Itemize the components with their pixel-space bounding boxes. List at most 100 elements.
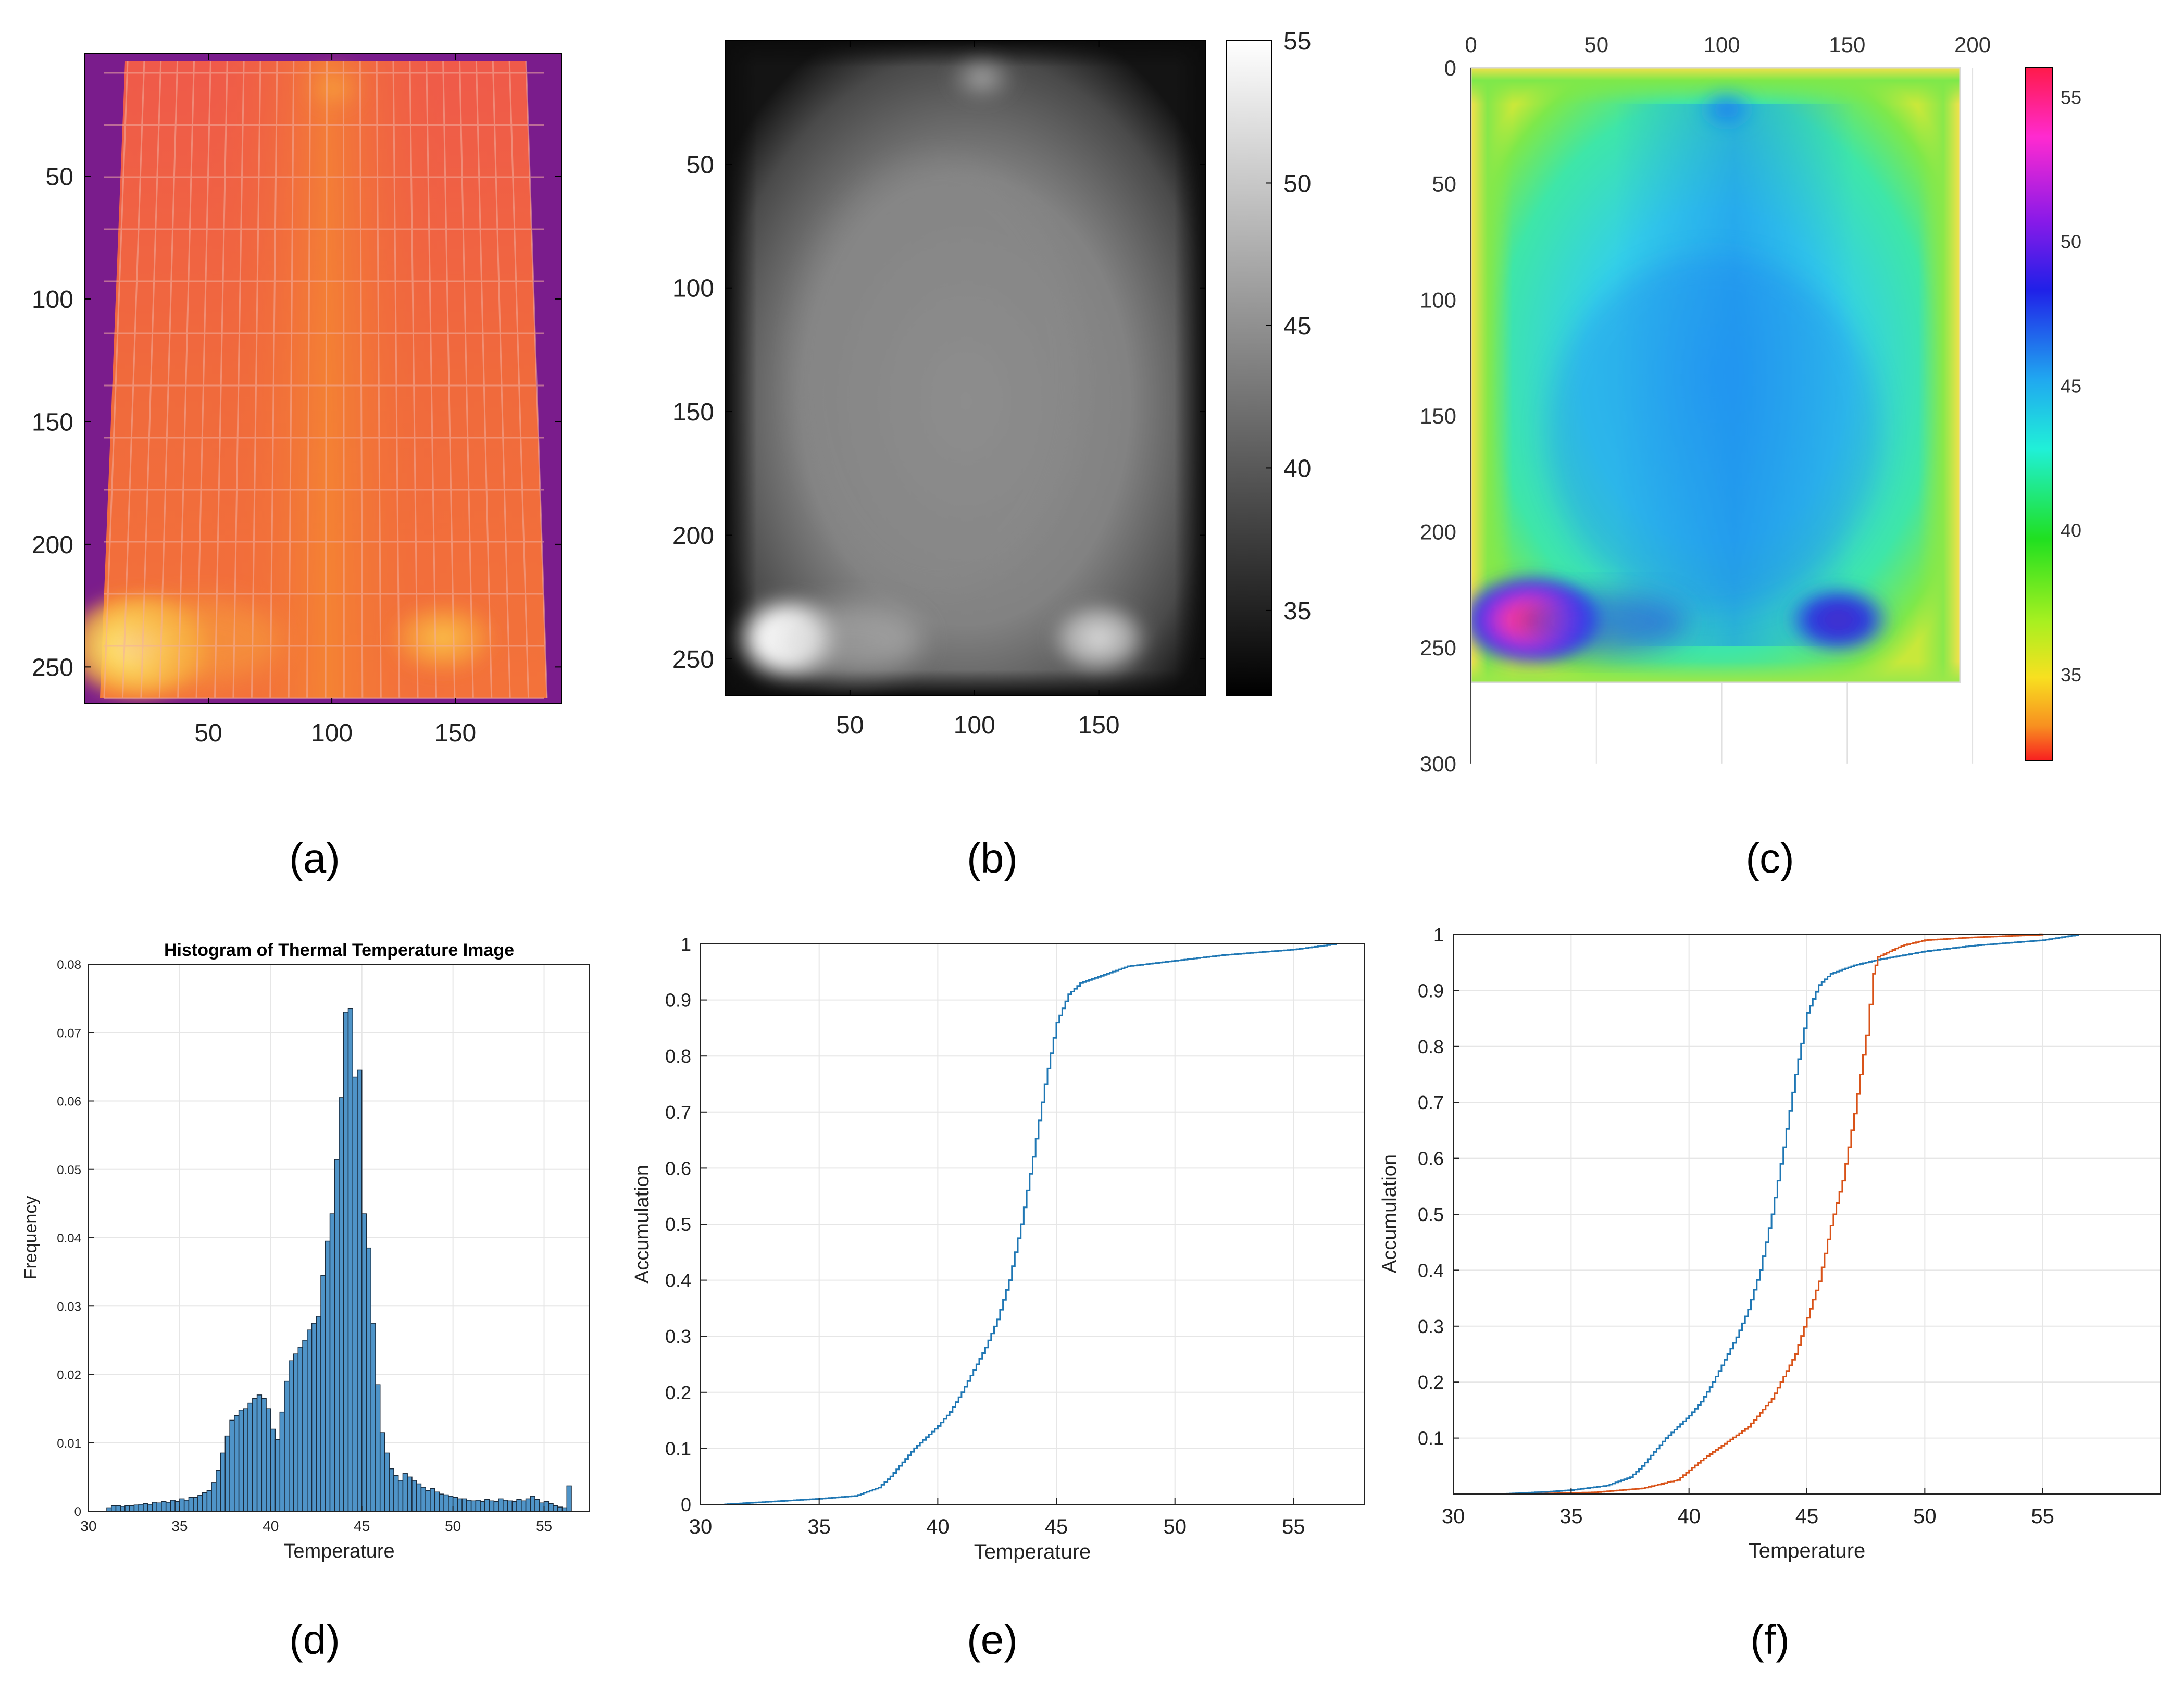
panel-d-bar: [197, 1495, 203, 1512]
panel-d-bar: [484, 1499, 490, 1512]
panel-f-y-tick-label: 0.1: [1418, 1428, 1444, 1449]
panel-d-bar: [252, 1398, 258, 1512]
panel-d-bar: [115, 1505, 121, 1512]
panel-d-bar: [325, 1240, 331, 1512]
panel-c-y-tick-label: 250: [1420, 636, 1456, 660]
panel-d-y-tick-label: 0.03: [57, 1300, 81, 1314]
panel-e-y-tick-label: 0.4: [665, 1270, 691, 1291]
panel-d-bar: [202, 1492, 208, 1512]
panel-d-bar: [293, 1353, 299, 1512]
panel-d-bar: [402, 1473, 408, 1512]
panel-d-bar: [343, 1012, 349, 1512]
panel-d-bar: [311, 1323, 317, 1512]
panel-a-heatmap: [85, 54, 561, 704]
panel-e-y-tick-label: 0.6: [665, 1157, 691, 1179]
panel-d-bar: [357, 1069, 363, 1512]
panel-d-y-tick-label: 0.04: [57, 1231, 81, 1246]
panel-label-e: (e): [967, 1616, 1018, 1663]
panel-d-bar: [461, 1498, 467, 1512]
panel-d-bar: [234, 1415, 240, 1512]
panel-d-bar: [411, 1480, 417, 1512]
panel-d-y-tick-label: 0.08: [57, 958, 81, 972]
panel-a-cell-line: [158, 61, 179, 699]
panel-label-a: (a): [289, 835, 340, 881]
panel-d-bar: [193, 1497, 198, 1512]
panel-c-y-tick-label: 300: [1420, 752, 1456, 776]
panel-b-grayscale-image: 50 100 150 50 100 150 200 250 55 50 45 40 35: [672, 28, 1311, 739]
panel-d-bar: [170, 1500, 176, 1512]
panel-b-y-tick-label: 200: [672, 522, 714, 550]
panel-a-thermal-image: 50 100 150 50 100 150 200 250: [32, 53, 562, 747]
panel-d-bar: [420, 1487, 426, 1512]
panel-d-bar: [384, 1452, 390, 1512]
panel-d-bar: [229, 1419, 235, 1512]
panel-d-bar: [165, 1502, 171, 1512]
panel-a-x-tick-label: 150: [434, 719, 476, 747]
panel-b-x-tick-label: 150: [1078, 712, 1120, 739]
panel-d-bar: [539, 1502, 545, 1512]
panel-d-xlabel: Temperature: [283, 1540, 394, 1562]
panel-label-b: (b): [967, 835, 1018, 881]
panel-c-y-tick-label: 200: [1420, 520, 1456, 544]
panel-f-y-tick-label: 0.6: [1418, 1148, 1444, 1169]
panel-c-x-tick-label: 100: [1703, 32, 1740, 57]
panel-b-colorbar-tick-label: 55: [1283, 28, 1311, 55]
panel-f-x-tick-label: 35: [1559, 1505, 1583, 1528]
panel-d-bar: [143, 1503, 148, 1512]
panel-d-bar: [307, 1329, 313, 1512]
panel-d-bar: [147, 1504, 153, 1512]
panel-a-cell-line: [475, 61, 493, 699]
panel-d-bar: [238, 1410, 244, 1512]
panel-c-y-tick-label: 0: [1444, 56, 1456, 80]
panel-c-pseudocolor-image: 0 50 100 150 200 0 50 100 150 200 250 300 55 50 45 40 3…: [1420, 32, 2081, 776]
panel-d-bar: [152, 1502, 157, 1512]
panel-a-y-tick-label: 100: [32, 286, 73, 314]
panel-d-bar: [347, 1008, 353, 1512]
panel-d-y-tick-label: 0.01: [57, 1437, 81, 1451]
panel-a-y-tick-label: 200: [32, 531, 73, 559]
panel-b-y-tick-label: 100: [672, 275, 714, 303]
panel-d-bar: [543, 1501, 550, 1512]
panel-e-y-tick-label: 1: [681, 933, 691, 955]
panel-d-bar: [284, 1380, 290, 1512]
panel-f-y-tick-label: 0.9: [1418, 980, 1444, 1001]
panel-d-x-tick-label: 50: [445, 1518, 461, 1534]
panel-c-x-tick-label: 200: [1954, 32, 1991, 57]
panel-d-bar: [279, 1411, 285, 1512]
panel-d-bar: [261, 1398, 267, 1512]
panel-f-y-tick-label: 0.4: [1418, 1260, 1444, 1281]
panel-d-bar: [489, 1500, 495, 1512]
panel-f-y-tick-label: 0.3: [1418, 1316, 1444, 1337]
panel-d-bar: [475, 1500, 481, 1512]
panel-d-bar: [179, 1498, 185, 1512]
panel-e-ylabel: Accumulation: [631, 1165, 653, 1284]
panel-d-bar: [329, 1213, 335, 1512]
panel-e-series-cdf: [724, 943, 1337, 1505]
panel-d-bar: [161, 1501, 167, 1512]
panel-a-y-tick-label: 50: [46, 163, 73, 191]
panel-e-x-tick-label: 35: [807, 1515, 831, 1538]
panel-f-y-tick-label: 0.8: [1418, 1036, 1444, 1057]
panel-b-colorbar-tick-label: 45: [1283, 313, 1311, 340]
panel-d-bar: [220, 1452, 226, 1512]
panel-d-bar: [493, 1501, 499, 1512]
panel-b-colorbar: [1226, 40, 1272, 696]
panel-a-cell-line: [376, 61, 382, 699]
panel-d-bar: [466, 1500, 472, 1512]
panel-d-bar: [256, 1394, 263, 1512]
panel-d-bar: [416, 1483, 422, 1512]
panel-d-bar: [516, 1499, 522, 1512]
panel-a-cell-line: [214, 61, 228, 699]
panel-d-bar: [397, 1480, 404, 1512]
panel-d-bar: [224, 1435, 230, 1512]
panel-d-histogram: 30 35 40 45 50 55 0 0.01 0.02 0.03 0.04 0.05 0.06 0.0…: [21, 940, 590, 1562]
panel-f-y-tick-label: 1: [1433, 924, 1444, 945]
panel-d-bar: [156, 1502, 162, 1512]
panel-c-colorbar-tick-label: 40: [2061, 520, 2081, 541]
panel-d-bar: [320, 1275, 326, 1512]
panel-f-xlabel: Temperature: [1749, 1539, 1866, 1562]
panel-a-cell-line: [492, 61, 511, 699]
panel-c-x-tick-label: 0: [1465, 32, 1477, 57]
panel-d-bar: [183, 1500, 190, 1512]
panel-e-y-tick-label: 0.8: [665, 1045, 691, 1067]
